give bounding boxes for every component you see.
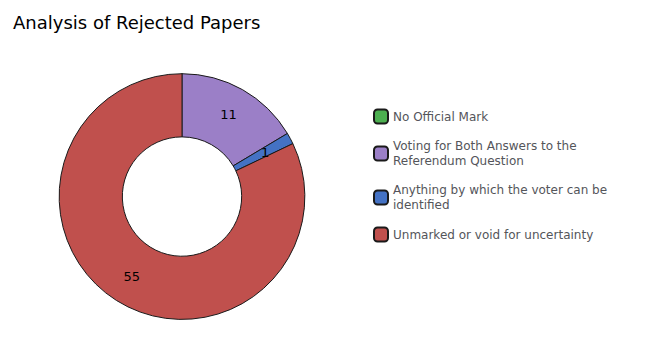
svg-text:1: 1 (261, 145, 269, 160)
svg-text:Analysis of Rejected Papers: Analysis of Rejected Papers (13, 12, 260, 33)
svg-text:Referendum Question: Referendum Question (393, 154, 524, 168)
svg-text:11: 11 (220, 107, 237, 122)
svg-text:Anything by which the voter ca: Anything by which the voter can be (393, 183, 607, 197)
svg-text:55: 55 (123, 269, 140, 284)
svg-text:Unmarked or void for uncertain: Unmarked or void for uncertainty (393, 228, 593, 242)
svg-text:No Official Mark: No Official Mark (393, 110, 488, 124)
svg-text:Voting for Both Answers to the: Voting for Both Answers to the (393, 139, 577, 153)
svg-text:identified: identified (393, 198, 450, 212)
